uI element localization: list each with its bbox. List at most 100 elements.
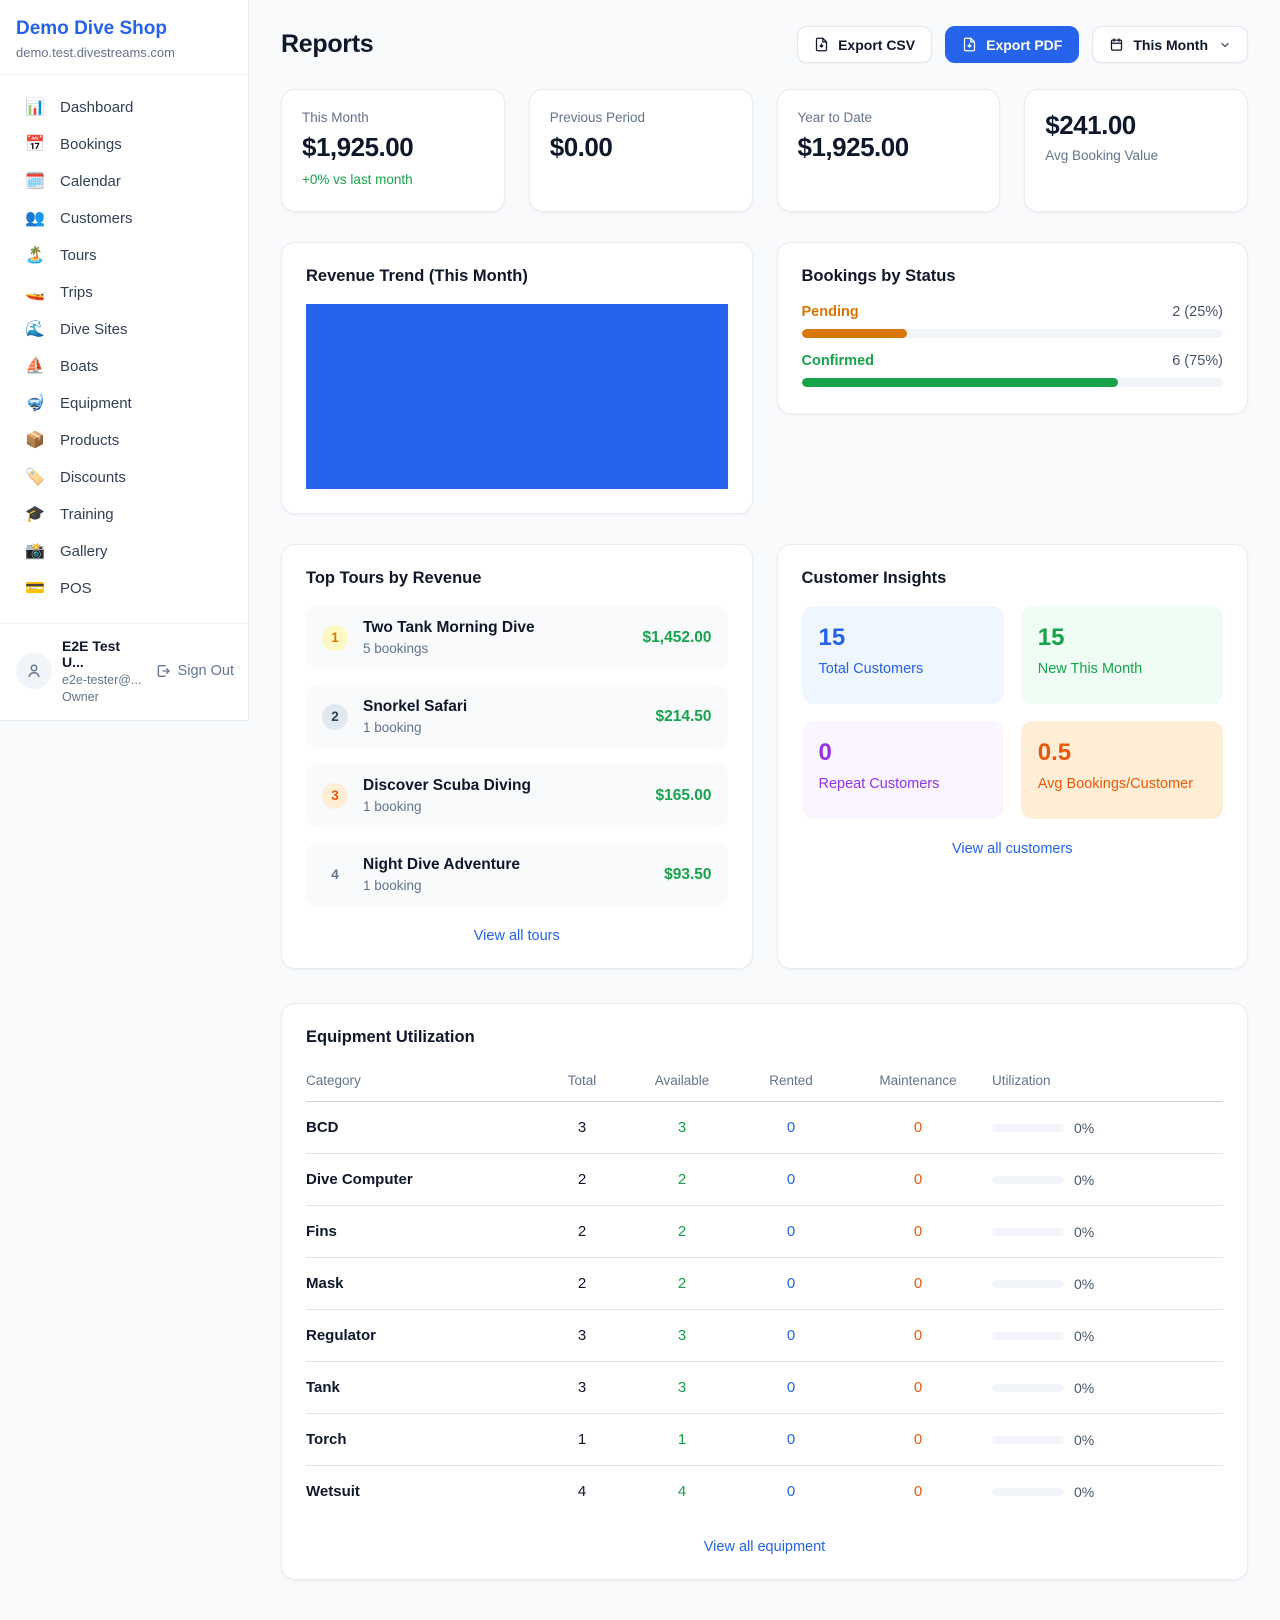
sidebar-item-equipment[interactable]: 🤿 Equipment xyxy=(12,385,236,422)
status-progress-track xyxy=(801,329,1223,338)
revenue-trend-card: Revenue Trend (This Month) xyxy=(281,242,753,514)
calendar-date-icon: 📅 xyxy=(25,135,45,153)
cell-maintenance: 0 xyxy=(913,1223,923,1240)
table-row: BCD 3 3 0 0 0% xyxy=(306,1102,1223,1154)
view-all-equipment-link[interactable]: View all equipment xyxy=(703,1539,826,1555)
person-icon xyxy=(28,664,40,677)
sidebar-item-training[interactable]: 🎓 Training xyxy=(12,496,236,533)
utilization-track xyxy=(992,1175,1064,1184)
people-icon: 👥 xyxy=(25,209,45,227)
insight-label: Avg Bookings/Customer xyxy=(1037,776,1194,792)
utilization-percent: 0% xyxy=(1074,1171,1095,1188)
cell-rented: 0 xyxy=(786,1483,796,1500)
sidebar-item-label: Boats xyxy=(60,358,99,375)
cell-utilization: 0% xyxy=(992,1276,1223,1292)
period-label: This Month xyxy=(1133,36,1208,53)
sidebar-item-dive-sites[interactable]: 🌊 Dive Sites xyxy=(12,311,236,348)
sidebar-item-products[interactable]: 📦 Products xyxy=(12,422,236,459)
export-pdf-button[interactable]: Export PDF xyxy=(945,26,1080,63)
utilization-track xyxy=(992,1383,1064,1392)
sidebar: Demo Dive Shop demo.test.divestreams.com… xyxy=(0,0,249,721)
sidebar-item-calendar[interactable]: 🗓️ Calendar xyxy=(12,163,236,200)
sidebar-item-trips[interactable]: 🚤 Trips xyxy=(12,274,236,311)
cell-available: 1 xyxy=(677,1431,687,1448)
rank-badge: 3 xyxy=(322,782,348,809)
table-row: Tank 3 3 0 0 0% xyxy=(306,1362,1223,1414)
customer-insights-card: Customer Insights 15 Total Customers 15 New… xyxy=(776,544,1248,969)
status-progress-track xyxy=(801,378,1223,387)
tour-amount: $214.50 xyxy=(655,707,712,725)
brand-block: Demo Dive Shop demo.test.divestreams.com xyxy=(0,0,248,75)
export-csv-button[interactable]: Export CSV xyxy=(797,26,933,63)
cell-maintenance: 0 xyxy=(913,1171,923,1188)
sidebar-item-bookings[interactable]: 📅 Bookings xyxy=(12,126,236,163)
sidebar-item-label: Tours xyxy=(60,247,97,264)
utilization-percent: 0% xyxy=(1074,1483,1095,1500)
status-label: Pending xyxy=(801,304,859,320)
sidebar-item-pos[interactable]: 💳 POS xyxy=(12,570,236,607)
status-progress-fill xyxy=(801,378,1118,387)
view-all-tours-link[interactable]: View all tours xyxy=(473,928,560,944)
stat-delta: +0% vs last month xyxy=(302,172,413,187)
sidebar-item-customers[interactable]: 👥 Customers xyxy=(12,200,236,237)
insights-row: Top Tours by Revenue 1 Two Tank Morning D… xyxy=(281,544,1248,969)
rank-badge: 2 xyxy=(322,703,348,730)
insight-value: 0.5 xyxy=(1037,739,1072,766)
cell-available: 2 xyxy=(677,1171,687,1188)
cell-rented: 0 xyxy=(786,1223,796,1240)
insight-tile-avg-bookings-customer: 0.5 Avg Bookings/Customer xyxy=(1020,721,1223,819)
brand-name: Demo Dive Shop xyxy=(16,18,167,39)
sidebar-item-tours[interactable]: 🏝️ Tours xyxy=(12,237,236,274)
column-header: Utilization xyxy=(992,1073,1051,1088)
insight-label: New This Month xyxy=(1037,661,1143,677)
sidebar-item-label: Products xyxy=(60,432,120,449)
file-download-icon xyxy=(963,37,976,52)
stat-value: $241.00 xyxy=(1045,110,1136,140)
utilization-track xyxy=(992,1331,1064,1340)
stat-value: $1,925.00 xyxy=(797,132,910,162)
cell-total: 2 xyxy=(577,1171,587,1188)
cell-maintenance: 0 xyxy=(913,1483,923,1500)
sidebar-item-gallery[interactable]: 📸 Gallery xyxy=(12,533,236,570)
sign-out-button[interactable]: Sign Out xyxy=(155,663,234,679)
stat-label: Avg Booking Value xyxy=(1045,148,1159,163)
cell-total: 3 xyxy=(577,1379,587,1396)
period-dropdown[interactable]: This Month xyxy=(1092,26,1248,63)
calendar-icon: 🗓️ xyxy=(25,172,45,190)
revenue-bar-chart xyxy=(306,304,728,489)
sidebar-item-label: Dive Sites xyxy=(60,321,128,338)
insights-grid: 15 Total Customers 15 New This Month 0 Repeat… xyxy=(801,606,1223,819)
cell-total: 4 xyxy=(577,1483,587,1500)
package-icon: 📦 xyxy=(25,431,45,449)
insight-value: 15 xyxy=(1037,624,1065,651)
cell-utilization: 0% xyxy=(992,1484,1223,1500)
cell-rented: 0 xyxy=(786,1171,796,1188)
rank-badge: 1 xyxy=(322,624,348,651)
sidebar-item-dashboard[interactable]: 📊 Dashboard xyxy=(12,89,236,126)
cell-maintenance: 0 xyxy=(913,1119,923,1136)
stats-row: This Month $1,925.00 +0% vs last month Prev… xyxy=(281,89,1248,212)
cell-rented: 0 xyxy=(786,1119,796,1136)
cell-available: 4 xyxy=(677,1483,687,1500)
sidebar-item-label: Bookings xyxy=(60,136,122,153)
sidebar-item-label: POS xyxy=(60,580,92,597)
table-row: Regulator 3 3 0 0 0% xyxy=(306,1310,1223,1362)
sidebar-item-discounts[interactable]: 🏷️ Discounts xyxy=(12,459,236,496)
avatar xyxy=(16,653,52,689)
sidebar-item-boats[interactable]: ⛵ Boats xyxy=(12,348,236,385)
credit-card-icon: 💳 xyxy=(25,579,45,597)
rank-badge: 4 xyxy=(331,867,339,882)
island-icon: 🏝️ xyxy=(25,246,45,264)
stat-value: $0.00 xyxy=(549,132,613,162)
header-actions: Export CSV Export PDF This Month xyxy=(797,26,1248,63)
insight-tile-new-this-month: 15 New This Month xyxy=(1020,606,1223,704)
speedboat-icon: 🚤 xyxy=(25,283,45,301)
cell-available: 3 xyxy=(677,1327,687,1344)
tour-name: Two Tank Morning Dive xyxy=(363,619,535,636)
top-tours-card: Top Tours by Revenue 1 Two Tank Morning D… xyxy=(281,544,753,969)
cell-utilization: 0% xyxy=(992,1380,1223,1396)
sailboat-icon: ⛵ xyxy=(25,357,45,375)
view-all-customers-link[interactable]: View all customers xyxy=(951,841,1073,857)
tour-name: Discover Scuba Diving xyxy=(363,777,531,794)
